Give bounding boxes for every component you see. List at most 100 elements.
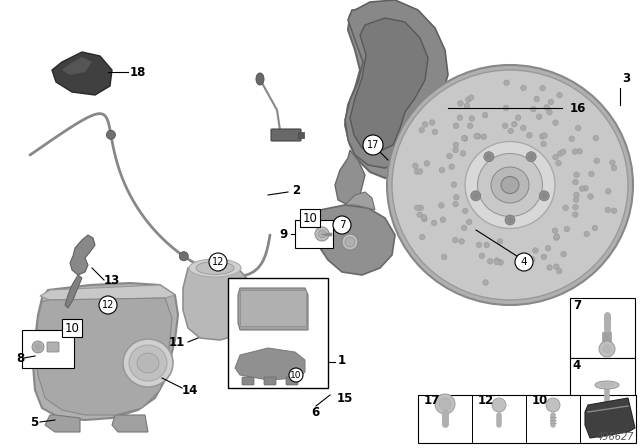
Circle shape — [553, 120, 558, 125]
Circle shape — [471, 191, 481, 201]
FancyBboxPatch shape — [271, 129, 301, 141]
Circle shape — [414, 169, 420, 174]
Ellipse shape — [501, 177, 519, 194]
Circle shape — [418, 205, 424, 211]
Circle shape — [457, 115, 463, 121]
Circle shape — [32, 341, 44, 353]
Circle shape — [459, 239, 465, 244]
Circle shape — [599, 341, 615, 357]
Circle shape — [440, 217, 446, 223]
Polygon shape — [33, 283, 178, 420]
Circle shape — [584, 231, 589, 237]
Circle shape — [503, 105, 509, 111]
Circle shape — [473, 193, 479, 199]
Circle shape — [572, 149, 578, 155]
Circle shape — [517, 262, 523, 268]
Circle shape — [573, 179, 579, 185]
Circle shape — [476, 242, 482, 248]
Circle shape — [588, 194, 593, 199]
Polygon shape — [112, 415, 148, 432]
Text: 4: 4 — [521, 257, 527, 267]
Text: 4: 4 — [573, 358, 581, 371]
Circle shape — [541, 254, 547, 260]
Circle shape — [573, 192, 579, 198]
Circle shape — [467, 123, 473, 129]
Circle shape — [467, 219, 472, 225]
Circle shape — [542, 133, 547, 138]
Text: 496627: 496627 — [596, 432, 634, 442]
Text: 17: 17 — [367, 140, 379, 150]
Circle shape — [492, 398, 506, 412]
Circle shape — [442, 254, 447, 260]
Polygon shape — [65, 275, 82, 308]
Circle shape — [315, 227, 329, 241]
Circle shape — [560, 149, 566, 155]
Circle shape — [484, 242, 490, 248]
Circle shape — [536, 114, 542, 120]
Circle shape — [209, 253, 227, 271]
Circle shape — [552, 228, 558, 233]
Circle shape — [557, 92, 563, 98]
Text: 13: 13 — [104, 273, 120, 287]
Circle shape — [465, 97, 471, 103]
Circle shape — [452, 237, 458, 243]
Circle shape — [553, 155, 558, 160]
Text: 11: 11 — [169, 336, 185, 349]
Circle shape — [575, 125, 581, 131]
Bar — [570, 358, 635, 418]
Circle shape — [540, 86, 545, 91]
Circle shape — [439, 398, 451, 410]
Circle shape — [422, 122, 428, 127]
Text: 14: 14 — [182, 383, 198, 396]
Circle shape — [557, 151, 563, 156]
Bar — [570, 298, 635, 358]
Circle shape — [449, 164, 454, 169]
Polygon shape — [345, 5, 440, 178]
Circle shape — [540, 191, 549, 201]
Circle shape — [531, 106, 536, 112]
Circle shape — [453, 123, 459, 129]
Circle shape — [488, 258, 493, 264]
Bar — [228, 278, 328, 388]
Circle shape — [429, 120, 435, 125]
Circle shape — [461, 225, 467, 231]
Circle shape — [421, 215, 427, 220]
Polygon shape — [52, 52, 112, 95]
Circle shape — [602, 344, 612, 354]
Circle shape — [564, 226, 570, 232]
Circle shape — [544, 105, 550, 110]
Circle shape — [497, 239, 503, 244]
Text: 12: 12 — [478, 393, 494, 406]
Circle shape — [431, 220, 437, 226]
Circle shape — [484, 152, 494, 162]
Circle shape — [502, 123, 508, 129]
Circle shape — [439, 168, 445, 173]
Circle shape — [462, 208, 468, 214]
Circle shape — [611, 208, 617, 214]
Circle shape — [460, 151, 466, 156]
Text: 9: 9 — [279, 228, 287, 241]
Circle shape — [554, 264, 559, 270]
Circle shape — [438, 202, 444, 208]
Circle shape — [511, 121, 517, 127]
Circle shape — [504, 80, 509, 86]
Ellipse shape — [595, 381, 619, 389]
Circle shape — [525, 255, 531, 261]
Circle shape — [333, 216, 351, 234]
Bar — [240, 290, 306, 326]
Circle shape — [452, 201, 458, 207]
Circle shape — [541, 193, 547, 199]
Circle shape — [577, 149, 582, 154]
FancyBboxPatch shape — [47, 342, 59, 352]
Circle shape — [483, 280, 488, 285]
Circle shape — [479, 253, 484, 258]
Circle shape — [468, 95, 474, 100]
Polygon shape — [316, 205, 395, 275]
Circle shape — [547, 109, 552, 115]
Polygon shape — [345, 192, 375, 210]
Text: 1: 1 — [338, 353, 346, 366]
Bar — [295, 220, 333, 248]
Text: 3: 3 — [622, 72, 630, 85]
Circle shape — [594, 158, 600, 164]
Text: 6: 6 — [311, 405, 319, 418]
